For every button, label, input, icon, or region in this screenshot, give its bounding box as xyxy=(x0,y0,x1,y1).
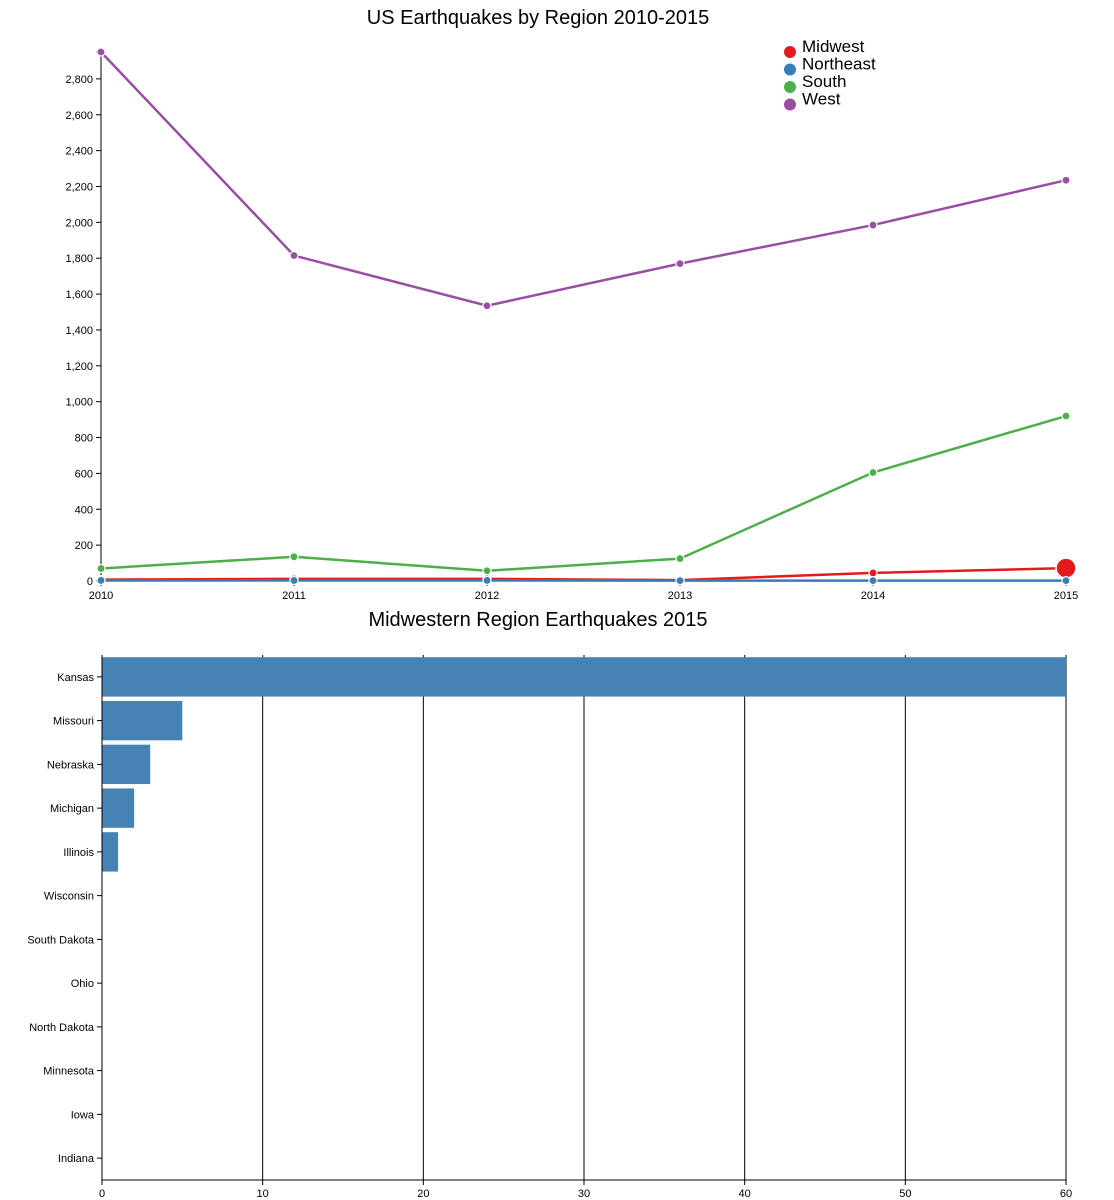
bar-illinois xyxy=(102,832,119,872)
bar-category-label-wisconsin: Wisconsin xyxy=(44,891,94,903)
bar-kansas xyxy=(102,657,1066,697)
bar-category-label-ohio: Ohio xyxy=(71,978,94,990)
legend-label-south: South xyxy=(802,72,846,91)
line-x-tick-label: 2015 xyxy=(1054,590,1078,602)
bar-x-tick-label: 40 xyxy=(739,1188,751,1200)
series-point-northeast xyxy=(675,576,685,586)
line-y-tick-label: 1,800 xyxy=(65,253,93,265)
bar-chart-grid xyxy=(101,655,1067,1180)
line-y-tick-label: 2,800 xyxy=(65,74,93,86)
line-y-tick-label: 1,200 xyxy=(65,361,93,373)
bar-category-label-north-dakota: North Dakota xyxy=(29,1022,95,1034)
line-y-tick-label: 200 xyxy=(75,540,93,552)
series-point-northeast xyxy=(96,575,106,586)
series-line-west xyxy=(100,51,1067,308)
bar-x-tick-label: 10 xyxy=(257,1188,269,1200)
line-x-tick-label: 2013 xyxy=(668,590,692,602)
bar-category-label-indiana: Indiana xyxy=(58,1153,95,1165)
line-y-tick-label: 0 xyxy=(87,576,93,588)
series-point-northeast xyxy=(289,575,299,586)
line-y-tick-label: 1,400 xyxy=(65,325,93,337)
series-point-south xyxy=(1061,411,1071,421)
series-point-west xyxy=(675,259,685,269)
line-x-tick-label: 2014 xyxy=(861,590,885,602)
series-point-midwest xyxy=(868,568,878,578)
bar-category-label-iowa: Iowa xyxy=(71,1109,95,1121)
bar-missouri xyxy=(102,700,183,741)
bar-x-tick-label: 0 xyxy=(99,1188,105,1200)
legend-swatch-northeast xyxy=(784,63,796,76)
bar-chart-x-axis: 0 10 20 30 40 50 60 xyxy=(99,1179,1072,1200)
series-point-west xyxy=(868,220,878,230)
bar-nebraska xyxy=(102,744,151,785)
series-point-south xyxy=(675,553,685,564)
legend-swatch-west xyxy=(784,98,796,111)
line-y-tick-label: 400 xyxy=(75,504,93,516)
series-point-south xyxy=(482,566,492,576)
series-point-west xyxy=(96,47,106,57)
series-point-west xyxy=(1061,175,1071,185)
series-point-south xyxy=(868,467,878,478)
bar-category-label-south-dakota: South Dakota xyxy=(27,934,95,946)
series-line-south xyxy=(100,414,1067,573)
highlighted-point-midwest xyxy=(1055,557,1077,579)
bar-category-label-kansas: Kansas xyxy=(57,672,94,684)
bar-chart-bars xyxy=(102,657,1066,872)
line-x-tick-label: 2010 xyxy=(89,590,113,602)
bar-x-tick-label: 20 xyxy=(417,1188,429,1200)
bar-category-label-michigan: Michigan xyxy=(50,803,94,815)
bar-category-label-nebraska: Nebraska xyxy=(47,759,95,771)
line-x-tick-label: 2012 xyxy=(475,590,499,602)
bar-michigan xyxy=(102,788,135,828)
legend-label-west: West xyxy=(802,90,841,109)
bar-category-label-illinois: Illinois xyxy=(63,847,94,859)
line-y-tick-label: 2,400 xyxy=(65,146,93,158)
line-chart-x-axis: 2010 2011 2012 2013 2014 2015 xyxy=(89,580,1078,602)
series-line-midwest xyxy=(100,566,1067,582)
series-point-west xyxy=(289,250,299,261)
line-y-tick-label: 600 xyxy=(75,468,93,480)
bar-chart-title: Midwestern Region Earthquakes 2015 xyxy=(368,609,707,631)
series-point-south xyxy=(96,563,106,574)
legend-swatch-midwest xyxy=(784,46,796,58)
series-point-south xyxy=(289,552,299,562)
bar-x-tick-label: 50 xyxy=(899,1188,911,1200)
bar-chart-y-axis: Kansas Missouri Nebraska Michigan Illinois Wi… xyxy=(27,655,103,1180)
line-x-tick-label: 2011 xyxy=(282,590,306,602)
series-point-west xyxy=(482,301,492,311)
legend-label-northeast: Northeast xyxy=(802,55,876,74)
series-point-northeast xyxy=(868,576,878,586)
bar-x-tick-label: 60 xyxy=(1060,1188,1072,1200)
line-chart-y-axis: 0 200 400 600 800 1,000 1,200 1,400 1,600 1,800 2,… xyxy=(65,51,102,588)
legend-label-midwest: Midwest xyxy=(802,37,865,56)
legend-swatch-south xyxy=(784,81,796,93)
line-y-tick-label: 2,600 xyxy=(65,110,93,122)
line-chart-series xyxy=(96,47,1077,586)
bar-category-label-minnesota: Minnesota xyxy=(43,1066,95,1078)
line-y-tick-label: 800 xyxy=(75,433,93,445)
bar-x-tick-label: 30 xyxy=(578,1188,590,1200)
line-y-tick-label: 1,000 xyxy=(65,397,93,409)
line-y-tick-label: 2,000 xyxy=(65,217,93,229)
bar-chart: Midwestern Region Earthquakes 2015 Kansa… xyxy=(27,609,1072,1200)
line-y-tick-label: 2,200 xyxy=(65,181,93,193)
series-point-northeast xyxy=(1061,576,1071,586)
bar-category-label-missouri: Missouri xyxy=(53,716,94,728)
line-chart: US Earthquakes by Region 2010-2015 0 200 4… xyxy=(65,7,1078,602)
series-point-northeast xyxy=(482,575,492,586)
line-chart-title: US Earthquakes by Region 2010-2015 xyxy=(367,7,709,29)
line-y-tick-label: 1,600 xyxy=(65,289,93,301)
